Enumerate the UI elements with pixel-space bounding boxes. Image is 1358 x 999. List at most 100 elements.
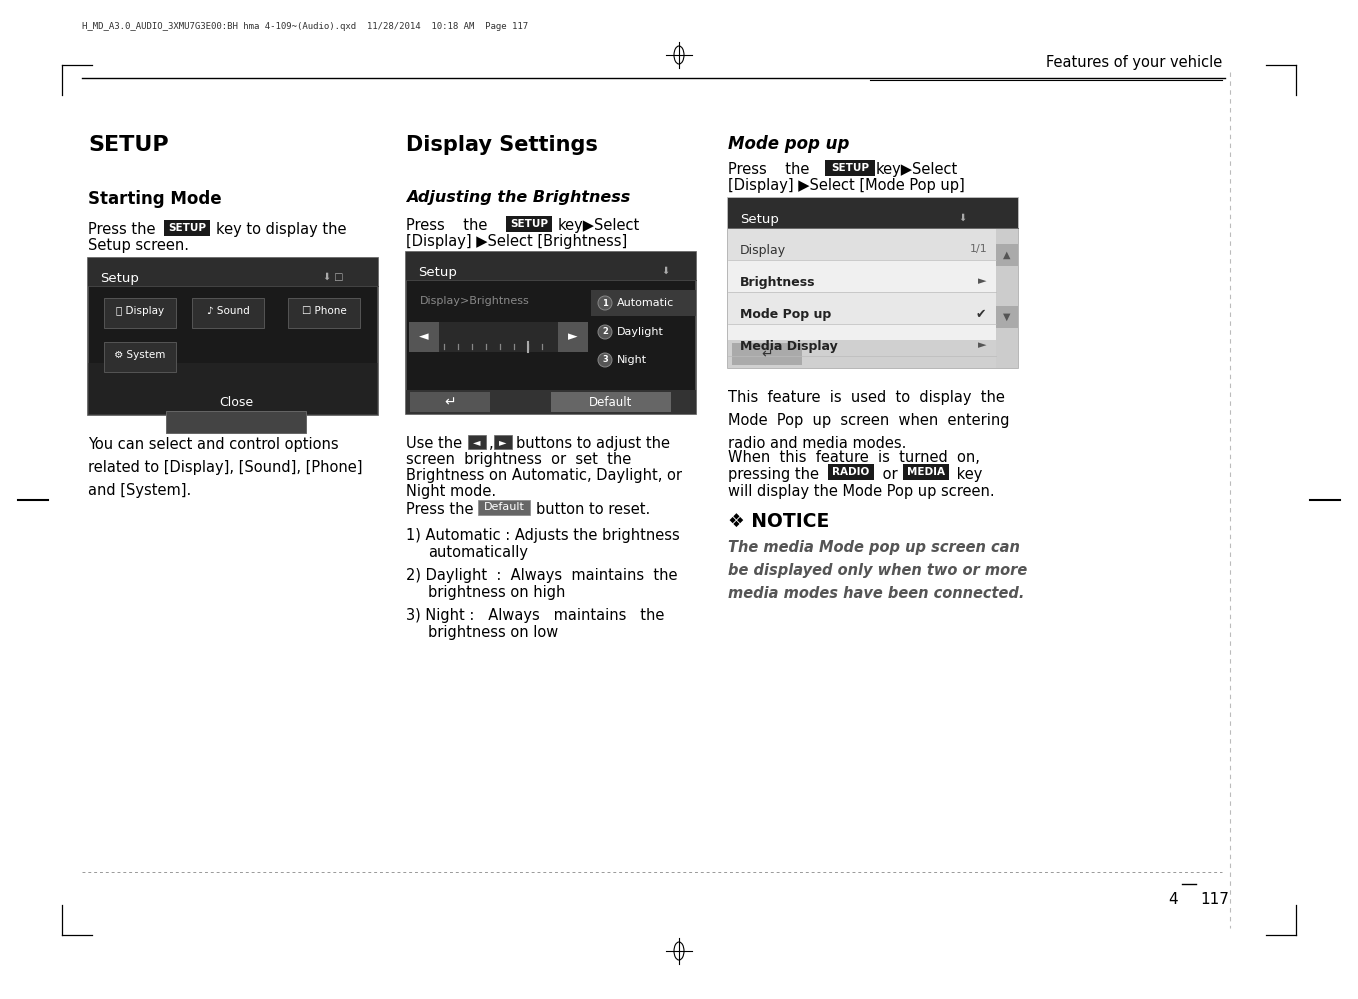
- Text: Setup screen.: Setup screen.: [88, 238, 189, 253]
- Bar: [409, 322, 588, 352]
- Text: Adjusting the Brightness: Adjusting the Brightness: [406, 190, 630, 205]
- Text: Media Display: Media Display: [740, 340, 838, 353]
- Bar: [551, 392, 671, 412]
- Text: Press    the: Press the: [728, 162, 809, 177]
- Bar: [826, 160, 875, 176]
- Text: Daylight: Daylight: [617, 327, 664, 337]
- Bar: [88, 258, 378, 286]
- Bar: [728, 198, 1018, 228]
- Text: Mode Pop up: Mode Pop up: [740, 308, 831, 321]
- Text: ▼: ▼: [1004, 312, 1010, 322]
- Text: Default: Default: [589, 396, 633, 409]
- Text: buttons to adjust the: buttons to adjust the: [516, 436, 669, 451]
- Text: Night: Night: [617, 355, 648, 365]
- Text: ↵: ↵: [444, 395, 456, 409]
- Bar: [406, 252, 697, 414]
- Text: Display>Brightness: Display>Brightness: [420, 296, 530, 306]
- Text: Mode pop up: Mode pop up: [728, 135, 849, 153]
- Text: 1/1: 1/1: [970, 244, 989, 254]
- Text: Press    the: Press the: [406, 218, 488, 233]
- Bar: [728, 292, 995, 324]
- Text: brightness on low: brightness on low: [428, 625, 558, 640]
- Text: SETUP: SETUP: [511, 219, 549, 229]
- Text: ♪ Sound: ♪ Sound: [206, 306, 250, 316]
- Text: pressing the: pressing the: [728, 467, 819, 482]
- Bar: [728, 340, 995, 368]
- Text: Use the: Use the: [406, 436, 462, 451]
- Bar: [409, 322, 439, 352]
- Bar: [288, 298, 360, 328]
- Text: ☐ Phone: ☐ Phone: [301, 306, 346, 316]
- Text: Display Settings: Display Settings: [406, 135, 598, 155]
- Text: ►: ►: [500, 437, 507, 447]
- Bar: [88, 258, 378, 415]
- Text: key: key: [952, 467, 982, 482]
- Bar: [191, 298, 263, 328]
- Text: RADIO: RADIO: [832, 467, 869, 477]
- Text: 117: 117: [1200, 892, 1229, 907]
- Text: ⌖ Display: ⌖ Display: [115, 306, 164, 316]
- Text: ►: ►: [978, 276, 986, 286]
- Text: 2: 2: [602, 328, 608, 337]
- Text: 3) Night :   Always   maintains   the: 3) Night : Always maintains the: [406, 608, 664, 623]
- Text: Night mode.: Night mode.: [406, 484, 496, 499]
- Text: Press the: Press the: [88, 222, 156, 237]
- Bar: [88, 363, 378, 415]
- Bar: [728, 198, 1018, 368]
- Text: Features of your vehicle: Features of your vehicle: [1046, 55, 1222, 70]
- Bar: [478, 500, 530, 515]
- Text: screen  brightness  or  set  the: screen brightness or set the: [406, 452, 631, 467]
- Text: ⚙ System: ⚙ System: [114, 350, 166, 360]
- Bar: [591, 290, 697, 316]
- Bar: [494, 435, 512, 449]
- Bar: [105, 342, 177, 372]
- Text: Close: Close: [219, 396, 253, 409]
- Text: button to reset.: button to reset.: [536, 502, 650, 517]
- Text: SETUP: SETUP: [831, 163, 869, 173]
- Bar: [558, 322, 588, 352]
- Text: Setup: Setup: [418, 266, 456, 279]
- Text: 4: 4: [1168, 892, 1177, 907]
- Circle shape: [598, 353, 612, 367]
- Text: ⬇: ⬇: [957, 213, 966, 223]
- Text: ►: ►: [568, 331, 577, 344]
- Text: key▶Select: key▶Select: [876, 162, 959, 177]
- Bar: [995, 228, 1018, 368]
- Text: automatically: automatically: [428, 545, 528, 560]
- Bar: [995, 244, 1018, 266]
- Text: 1: 1: [602, 299, 608, 308]
- Text: Brightness: Brightness: [740, 276, 816, 289]
- Text: will display the Mode Pop up screen.: will display the Mode Pop up screen.: [728, 484, 994, 499]
- Text: When  this  feature  is  turned  on,: When this feature is turned on,: [728, 450, 980, 465]
- Text: ❖ NOTICE: ❖ NOTICE: [728, 512, 830, 531]
- Bar: [903, 464, 949, 480]
- Text: You can select and control options
related to [Display], [Sound], [Phone]
and [S: You can select and control options relat…: [88, 437, 363, 498]
- Bar: [406, 390, 697, 414]
- Circle shape: [598, 296, 612, 310]
- Text: key▶Select: key▶Select: [558, 218, 640, 233]
- Text: [Display] ▶Select [Brightness]: [Display] ▶Select [Brightness]: [406, 234, 627, 249]
- Text: 1) Automatic : Adjusts the brightness: 1) Automatic : Adjusts the brightness: [406, 528, 680, 543]
- Text: SETUP: SETUP: [88, 135, 168, 155]
- Bar: [469, 435, 486, 449]
- Text: The media Mode pop up screen can
be displayed only when two or more
media modes : The media Mode pop up screen can be disp…: [728, 540, 1027, 600]
- Bar: [105, 298, 177, 328]
- Text: brightness on high: brightness on high: [428, 585, 565, 600]
- Text: Setup: Setup: [100, 272, 139, 285]
- Bar: [166, 411, 306, 433]
- Bar: [995, 306, 1018, 328]
- Text: H_MD_A3.0_AUDIO_3XMU7G3E00:BH hma 4-109~(Audio).qxd  11/28/2014  10:18 AM  Page : H_MD_A3.0_AUDIO_3XMU7G3E00:BH hma 4-109~…: [81, 22, 528, 31]
- Text: ,: ,: [489, 436, 493, 451]
- Circle shape: [598, 325, 612, 339]
- Text: ►: ►: [978, 340, 986, 350]
- Text: Setup: Setup: [740, 213, 779, 226]
- Text: [Display] ▶Select [Mode Pop up]: [Display] ▶Select [Mode Pop up]: [728, 178, 964, 193]
- Text: Default: Default: [483, 502, 524, 512]
- Text: ◄: ◄: [420, 331, 429, 344]
- Text: key to display the: key to display the: [216, 222, 346, 237]
- Text: Press the: Press the: [406, 502, 474, 517]
- Bar: [164, 220, 210, 236]
- Text: ✔: ✔: [975, 308, 986, 321]
- Text: ⬇: ⬇: [661, 266, 669, 276]
- Text: SETUP: SETUP: [168, 223, 206, 233]
